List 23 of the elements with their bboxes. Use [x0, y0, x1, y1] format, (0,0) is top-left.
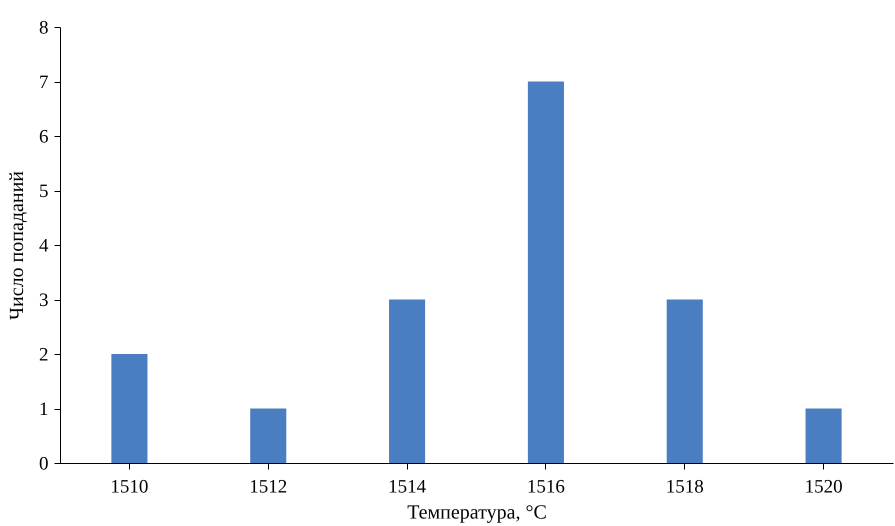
- y-tick-label: 6: [39, 126, 48, 148]
- x-tick-label: 1518: [666, 476, 704, 498]
- y-tick-label: 8: [39, 18, 48, 38]
- bar: [528, 82, 564, 463]
- y-tick-label: 3: [39, 290, 48, 311]
- x-axis-title: Температура, °C: [407, 502, 547, 524]
- y-tick-label: 7: [39, 72, 48, 93]
- y-tick-label: 0: [39, 454, 48, 474]
- x-tick-label: 1520: [804, 476, 843, 498]
- y-tick-label: 4: [39, 236, 49, 256]
- bar: [111, 354, 148, 463]
- x-tick-label: 1516: [526, 476, 565, 498]
- x-tick-label: 1512: [249, 476, 288, 498]
- bar: [806, 408, 842, 463]
- x-tick-label: 1510: [110, 476, 148, 498]
- y-tick-label: 1: [39, 399, 48, 420]
- y-tick-label: 5: [39, 181, 48, 202]
- y-tick-label: 2: [39, 344, 48, 366]
- bar: [250, 408, 286, 463]
- bar: [666, 300, 703, 463]
- y-axis-title: Число попаданий: [6, 170, 28, 320]
- bar: [389, 300, 426, 463]
- x-tick-label: 1514: [388, 476, 427, 498]
